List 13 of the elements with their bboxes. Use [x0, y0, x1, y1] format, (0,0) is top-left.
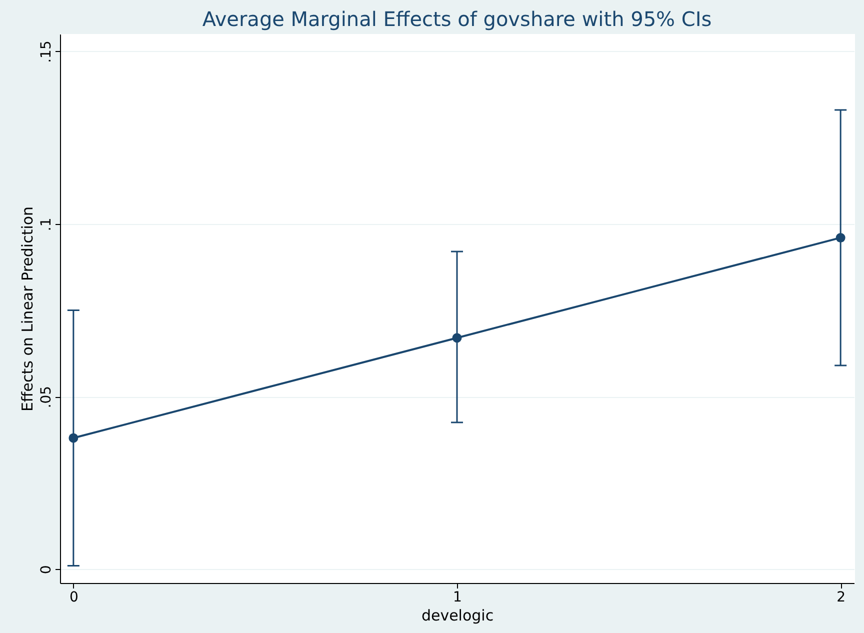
x-tick-label: 2 [836, 590, 846, 606]
y-tick-label: .1 [38, 218, 54, 232]
y-tick-label: .15 [38, 40, 54, 63]
y-tick-label: 0 [38, 565, 54, 574]
x-tick-label: 0 [69, 590, 78, 606]
x-axis-title: develogic [421, 606, 494, 624]
point [452, 333, 462, 343]
y-axis-title: Effects on Linear Prediction [18, 206, 36, 412]
point [68, 433, 78, 443]
point [836, 232, 846, 242]
chart-title: Average Marginal Effects of govshare with 95% CIs [202, 7, 712, 31]
y-tick-label: .05 [38, 386, 54, 408]
x-tick-label: 1 [453, 590, 462, 606]
